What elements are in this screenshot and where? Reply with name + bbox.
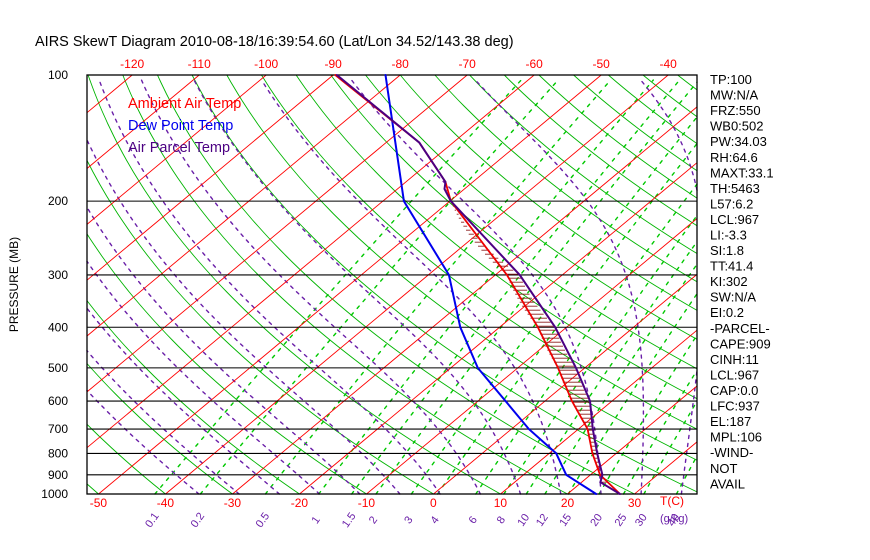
svg-text:CAPE:909: CAPE:909 [710,336,771,351]
svg-text:Ambient Air Temp: Ambient Air Temp [128,96,241,112]
svg-text:LI:-3.3: LI:-3.3 [710,228,747,243]
svg-text:-60: -60 [526,57,544,71]
svg-text:Air Parcel Temp: Air Parcel Temp [128,140,230,156]
svg-text:1000: 1000 [41,487,68,501]
svg-text:MW:N/A: MW:N/A [710,88,758,103]
svg-text:CAP:0.0: CAP:0.0 [710,383,758,398]
svg-text:-30: -30 [224,496,242,510]
svg-text:900: 900 [48,468,68,482]
svg-text:800: 800 [48,446,68,460]
svg-text:CINH:11: CINH:11 [710,352,759,367]
svg-text:500: 500 [48,361,68,375]
svg-text:-120: -120 [120,57,144,71]
svg-text:TT:41.4: TT:41.4 [710,259,753,274]
svg-text:RH:64.6: RH:64.6 [710,150,758,165]
svg-text:20: 20 [561,496,575,510]
svg-text:LFC:937: LFC:937 [710,399,760,414]
svg-text:10: 10 [494,496,508,510]
svg-text:MPL:106: MPL:106 [710,430,762,445]
svg-text:L57:6.2: L57:6.2 [710,196,753,211]
svg-text:SI:1.8: SI:1.8 [710,243,744,258]
svg-text:-90: -90 [325,57,343,71]
svg-text:-PARCEL-: -PARCEL- [710,321,770,336]
svg-text:FRZ:550: FRZ:550 [710,103,761,118]
svg-text:MAXT:33.1: MAXT:33.1 [710,165,774,180]
svg-text:700: 700 [48,422,68,436]
svg-text:400: 400 [48,320,68,334]
svg-text:TH:5463: TH:5463 [710,181,760,196]
svg-text:NOT: NOT [710,461,738,476]
svg-text:-40: -40 [157,496,175,510]
svg-text:200: 200 [48,194,68,208]
svg-text:(g/kg): (g/kg) [660,513,688,525]
svg-text:LCL:967: LCL:967 [710,212,759,227]
svg-text:300: 300 [48,268,68,282]
svg-text:600: 600 [48,394,68,408]
svg-text:-10: -10 [358,496,376,510]
svg-text:0: 0 [430,496,437,510]
svg-text:30: 30 [628,496,642,510]
svg-text:EI:0.2: EI:0.2 [710,305,744,320]
svg-text:-WIND-: -WIND- [710,445,753,460]
svg-text:WB0:502: WB0:502 [710,119,763,134]
svg-text:100: 100 [48,68,68,82]
svg-text:KI:302: KI:302 [710,274,748,289]
svg-text:Dew Point Temp: Dew Point Temp [128,118,233,134]
svg-text:EL:187: EL:187 [710,414,751,429]
svg-text:AIRS SkewT Diagram 2010-08-18/: AIRS SkewT Diagram 2010-08-18/16:39:54.6… [35,34,514,50]
svg-text:-50: -50 [90,496,108,510]
svg-text:LCL:967: LCL:967 [710,367,759,382]
svg-text:SW:N/A: SW:N/A [710,290,756,305]
svg-text:-110: -110 [188,57,211,71]
svg-text:-70: -70 [459,57,477,71]
svg-text:TP:100: TP:100 [710,72,752,87]
svg-text:PRESSURE (MB): PRESSURE (MB) [7,237,21,332]
svg-text:T(C): T(C) [660,494,684,508]
svg-text:-80: -80 [392,57,410,71]
svg-text:-20: -20 [291,496,309,510]
svg-text:PW:34.03: PW:34.03 [710,134,767,149]
svg-text:-50: -50 [593,57,611,71]
svg-text:-40: -40 [660,57,678,71]
svg-text:-100: -100 [254,57,278,71]
svg-text:AVAIL: AVAIL [710,476,745,491]
